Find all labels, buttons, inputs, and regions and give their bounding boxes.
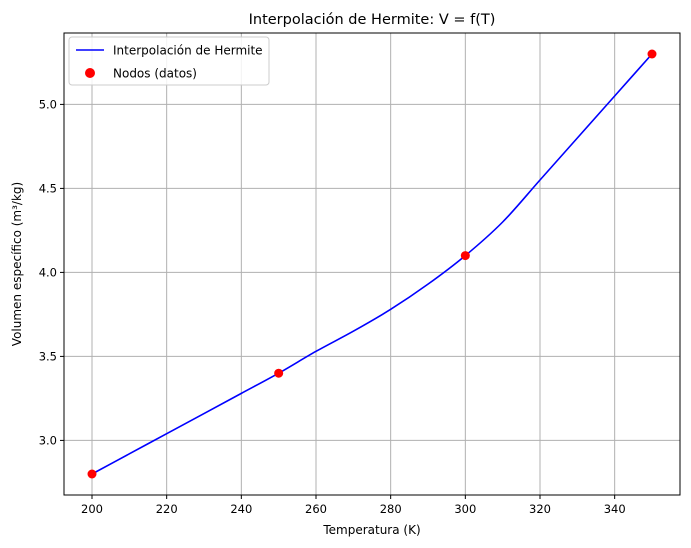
plot-area — [87, 49, 657, 479]
x-tick-label: 260 — [305, 502, 327, 516]
chart-title: Interpolación de Hermite: V = f(T) — [249, 12, 496, 28]
legend-box — [68, 36, 270, 86]
y-axis-label: Volumen específico (m³/kg) — [10, 182, 24, 346]
y-tick-label: 3.0 — [39, 433, 57, 447]
x-tick-label: 200 — [81, 502, 103, 516]
x-tick-label: 280 — [380, 502, 402, 516]
node-point — [647, 49, 657, 59]
legend-marker-swatch — [85, 68, 95, 78]
grid — [64, 33, 680, 495]
plot-frame — [63, 32, 681, 496]
x-tick-label: 340 — [604, 502, 626, 516]
y-tick-label: 3.5 — [39, 349, 57, 363]
y-tick-label: 4.5 — [39, 181, 57, 195]
y-tick-label: 5.0 — [39, 97, 57, 111]
y-tick-label: 4.0 — [39, 265, 57, 279]
x-tick-label: 240 — [230, 502, 252, 516]
node-point — [460, 251, 470, 261]
x-axis-label: Temperatura (K) — [322, 523, 420, 537]
legend-label-nodes: Nodos (datos) — [113, 67, 197, 81]
x-tick-label: 220 — [156, 502, 178, 516]
x-tick-label: 320 — [529, 502, 551, 516]
x-tick-label: 300 — [454, 502, 476, 516]
y-axis: 3.0 3.5 4.0 4.5 5.0 — [39, 97, 64, 447]
node-point — [87, 469, 97, 479]
node-point — [274, 368, 284, 378]
hermite-line — [91, 53, 653, 475]
x-axis: 200 220 240 260 280 300 320 340 — [81, 495, 626, 516]
legend-label-hermite: Interpolación de Hermite — [113, 44, 263, 58]
legend: Interpolación de Hermite Nodos (datos) — [68, 36, 270, 86]
